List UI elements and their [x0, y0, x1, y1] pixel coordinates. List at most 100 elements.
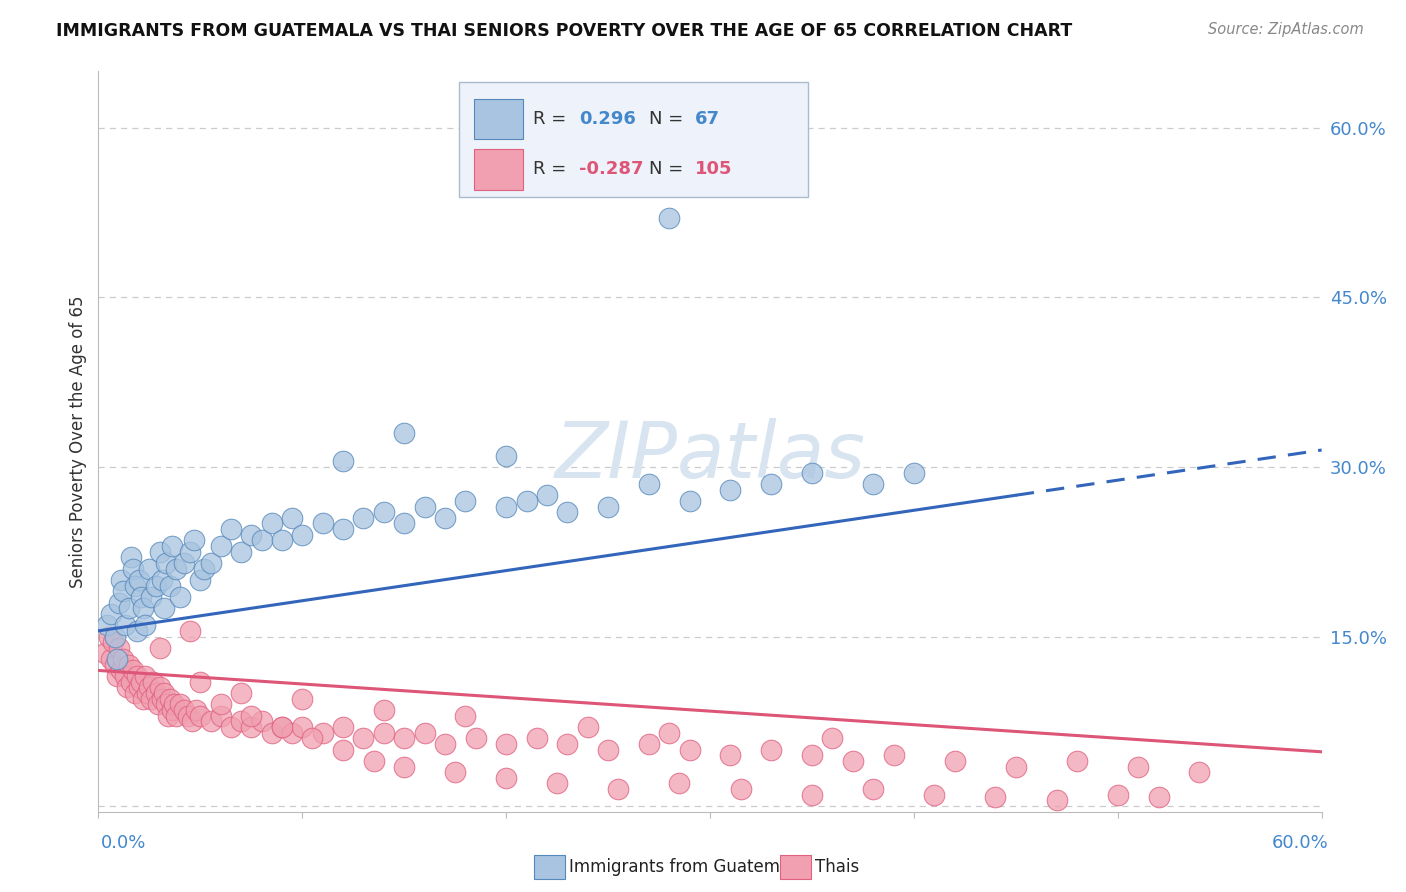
Point — [821, 731, 844, 746]
Point — [1004, 759, 1026, 773]
Point — [922, 788, 945, 802]
Point — [183, 533, 205, 548]
Point — [526, 731, 548, 746]
Point — [169, 590, 191, 604]
Point — [169, 698, 191, 712]
Point — [240, 528, 263, 542]
Point — [179, 624, 201, 638]
Text: 0.296: 0.296 — [579, 110, 636, 128]
Point — [1188, 765, 1211, 780]
Point — [332, 720, 354, 734]
Point — [434, 737, 457, 751]
Point — [150, 573, 173, 587]
Point — [145, 579, 167, 593]
Point — [1066, 754, 1088, 768]
Point — [516, 494, 538, 508]
Point — [188, 573, 212, 587]
Point — [557, 737, 579, 751]
Point — [363, 754, 385, 768]
Point — [557, 505, 579, 519]
Point — [128, 573, 150, 587]
Point — [352, 511, 374, 525]
Point — [413, 725, 436, 739]
Text: N =: N = — [648, 110, 683, 128]
Point — [373, 703, 395, 717]
Point — [138, 562, 160, 576]
Point — [332, 454, 354, 468]
Point — [188, 674, 212, 689]
Point — [141, 691, 163, 706]
Point — [250, 714, 273, 729]
Point — [114, 618, 136, 632]
Point — [122, 664, 145, 678]
FancyBboxPatch shape — [460, 82, 808, 197]
Point — [150, 691, 173, 706]
Point — [159, 579, 181, 593]
Point — [576, 720, 599, 734]
Point — [93, 647, 115, 661]
Point — [177, 708, 200, 723]
Point — [495, 500, 517, 514]
Point — [720, 748, 742, 763]
Point — [163, 698, 186, 712]
Point — [903, 466, 925, 480]
Point — [240, 720, 263, 734]
Point — [142, 674, 165, 689]
Point — [129, 590, 152, 604]
Point — [179, 545, 201, 559]
Point — [122, 562, 145, 576]
Point — [801, 466, 824, 480]
Point — [105, 652, 128, 666]
Point — [120, 550, 142, 565]
Point — [156, 708, 179, 723]
Point — [301, 731, 323, 746]
Point — [984, 790, 1007, 805]
Point — [454, 494, 477, 508]
Point — [413, 500, 436, 514]
Point — [118, 601, 141, 615]
Point — [155, 556, 177, 570]
Point — [104, 657, 127, 672]
Point — [128, 681, 150, 695]
Point — [111, 652, 134, 666]
Point — [160, 539, 183, 553]
Text: 60.0%: 60.0% — [1272, 834, 1329, 852]
Point — [392, 516, 416, 531]
Point — [270, 720, 294, 734]
Point — [138, 681, 160, 695]
Text: R =: R = — [533, 110, 565, 128]
Point — [392, 731, 416, 746]
Point — [231, 686, 253, 700]
Point — [165, 708, 187, 723]
Point — [231, 545, 253, 559]
Point — [392, 425, 416, 440]
Point — [281, 511, 304, 525]
Point — [105, 669, 128, 683]
Point — [149, 545, 172, 559]
Point — [209, 708, 232, 723]
Point — [658, 725, 681, 739]
Point — [115, 681, 138, 695]
Point — [188, 708, 212, 723]
Y-axis label: Seniors Poverty Over the Age of 65: Seniors Poverty Over the Age of 65 — [69, 295, 87, 588]
Point — [281, 725, 304, 739]
Point — [120, 674, 142, 689]
Point — [883, 748, 905, 763]
Point — [136, 686, 159, 700]
Point — [146, 698, 169, 712]
Point — [96, 618, 118, 632]
Point — [373, 725, 395, 739]
Point — [132, 691, 155, 706]
Point — [801, 748, 824, 763]
Point — [536, 488, 558, 502]
Point — [165, 562, 187, 576]
Text: -0.287: -0.287 — [579, 160, 644, 178]
Point — [186, 703, 208, 717]
Point — [862, 782, 884, 797]
Point — [173, 703, 195, 717]
Point — [111, 584, 134, 599]
Point — [1147, 790, 1170, 805]
Text: R =: R = — [533, 160, 565, 178]
Point — [200, 714, 222, 729]
Text: ZIPatlas: ZIPatlas — [554, 418, 866, 494]
